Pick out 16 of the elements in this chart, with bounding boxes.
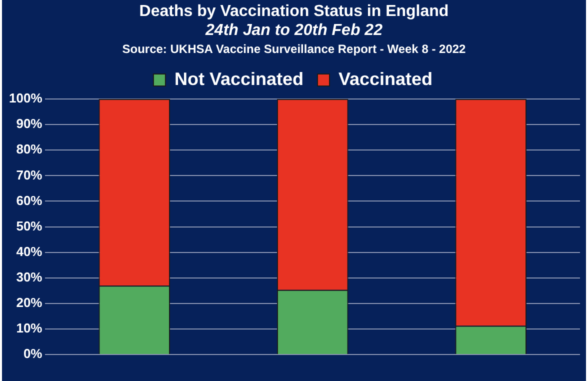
y-tick-label: 80% xyxy=(16,142,43,157)
y-tick-label: 100% xyxy=(9,90,43,106)
legend-label: Not Vaccinated xyxy=(174,68,304,89)
y-tick-label: 0% xyxy=(23,346,43,362)
legend-label: Vaccinated xyxy=(338,68,433,89)
y-tick-label: 10% xyxy=(16,320,43,336)
y-tick-label: 50% xyxy=(16,218,43,234)
y-tick-label: 90% xyxy=(16,116,43,132)
source-note: Source: UKHSA Vaccine Surveillance Report - Week 8 - 2022 xyxy=(121,41,467,57)
y-tick-label: 60% xyxy=(16,192,43,208)
chart-subtitle: 24th Jan to 20th Feb 22 xyxy=(204,21,384,41)
chart-title: Deaths by Vaccination Status in England xyxy=(138,2,450,21)
y-tick-label: 70% xyxy=(16,167,43,182)
y-tick-label: 30% xyxy=(16,270,43,284)
y-tick-label: 40% xyxy=(16,244,43,259)
y-tick-label: 20% xyxy=(16,295,43,310)
